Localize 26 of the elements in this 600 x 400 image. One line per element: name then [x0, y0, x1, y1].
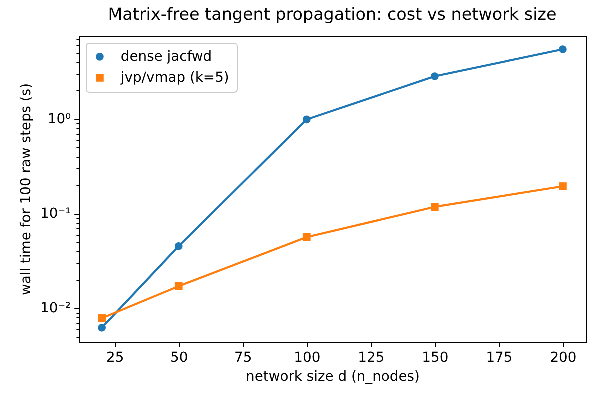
x-tick-label: 100 [294, 350, 321, 366]
legend-label: jvp/vmap (k=5) [120, 70, 230, 86]
point [98, 314, 106, 322]
x-tick-label: 125 [358, 350, 385, 366]
y-axis-title: wall time for 100 raw steps (s) [18, 83, 35, 296]
x-tick-label: 25 [106, 350, 124, 366]
point [174, 242, 183, 250]
point [174, 282, 183, 290]
y-tick-label: 10⁰ [48, 111, 72, 128]
x-tick-label: 75 [234, 350, 252, 366]
y-tick-label: 10⁻¹ [40, 206, 72, 222]
legend-label: dense jacfwd [120, 48, 212, 65]
x-tick-label: 200 [550, 350, 577, 366]
point [302, 233, 311, 242]
point [430, 203, 439, 212]
point [302, 116, 311, 124]
x-tick-label: 150 [422, 350, 449, 366]
point [559, 182, 567, 190]
x-axis-title: network size d (n_nodes) [246, 368, 420, 385]
point [559, 46, 567, 54]
x-tick-label: 50 [170, 350, 188, 366]
point [430, 72, 439, 80]
point [98, 324, 106, 332]
chart-title: Matrix-free tangent propagation: cost vs network size [108, 4, 557, 24]
y-tick-label: 10⁻² [40, 300, 72, 317]
x-tick-label: 175 [486, 350, 513, 366]
